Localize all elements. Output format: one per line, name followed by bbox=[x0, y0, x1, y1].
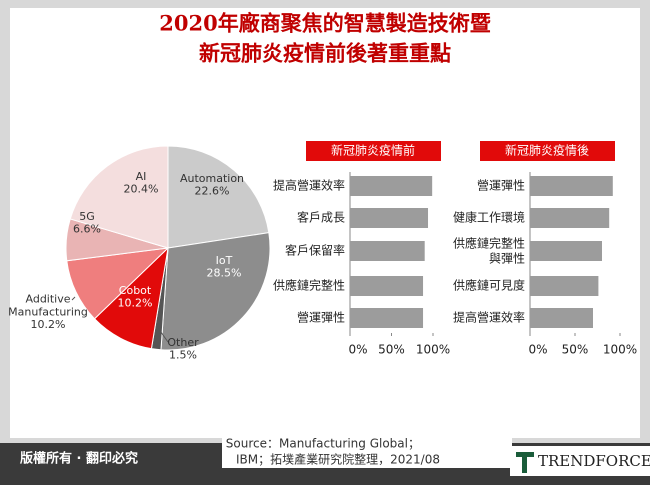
y-tick-label: 營運彈性 bbox=[297, 311, 345, 325]
bar bbox=[530, 241, 602, 261]
value-label: 6.6% bbox=[73, 223, 101, 236]
value-label: 10.2% bbox=[31, 318, 66, 331]
rights: 版權所有 · 翻印必究 bbox=[20, 451, 138, 467]
header-box bbox=[480, 141, 615, 161]
logo-box bbox=[510, 446, 650, 476]
value-label: 10.2% bbox=[118, 297, 153, 310]
title-line: 新冠肺炎疫情前後著重重點 bbox=[199, 41, 451, 66]
label-group: Cobot bbox=[119, 284, 152, 297]
bar bbox=[530, 208, 610, 228]
label-line: Manufacturing bbox=[8, 306, 88, 319]
bar bbox=[530, 308, 593, 328]
leader bbox=[71, 296, 76, 301]
y-tick-label: 提高營運效率 bbox=[273, 178, 345, 193]
bar bbox=[530, 176, 613, 196]
label-line: Cobot bbox=[119, 284, 152, 297]
chart-title: 新冠肺炎疫情後 bbox=[505, 143, 589, 158]
value-label: 20.4% bbox=[124, 183, 159, 196]
label-line: IoT bbox=[216, 254, 233, 267]
source: IBM；拓墣產業研究院整理，2021/08 bbox=[236, 452, 440, 467]
logo: TRENDFORCE bbox=[538, 452, 650, 470]
logo-icon bbox=[516, 452, 534, 473]
x-tick-label: 0% bbox=[348, 343, 367, 357]
pie-slice bbox=[69, 145, 169, 249]
bar bbox=[530, 276, 599, 296]
label-line: AI bbox=[136, 170, 147, 183]
label-group: Additive Manufacturing bbox=[8, 293, 88, 319]
pie-slice bbox=[167, 145, 270, 249]
x-tick-label: 50% bbox=[378, 343, 405, 357]
header-box bbox=[306, 141, 441, 161]
source-box bbox=[222, 436, 512, 468]
y-tick-label: 供應鏈完整性與彈性 bbox=[453, 235, 525, 265]
x-tick-label: 0% bbox=[528, 343, 547, 357]
x-tick-label: 50% bbox=[562, 343, 589, 357]
chart-title: 新冠肺炎疫情前 bbox=[331, 143, 415, 158]
source: Source：Manufacturing Global； bbox=[226, 437, 420, 451]
x-tick-label: 100% bbox=[603, 343, 637, 357]
label-line: Additive bbox=[26, 293, 71, 306]
bar bbox=[350, 276, 424, 296]
leader bbox=[157, 327, 169, 343]
y-tick-label: 營運彈性 bbox=[477, 179, 525, 193]
y-tick-label: 供應鏈可見度 bbox=[453, 278, 525, 293]
value-label: 1.5% bbox=[169, 349, 197, 362]
label-line: Automation bbox=[180, 172, 244, 185]
bar bbox=[350, 308, 424, 328]
label-group: IoT bbox=[216, 254, 233, 267]
label-line: 5G bbox=[79, 210, 95, 223]
label-line: Other bbox=[167, 336, 199, 349]
y-tick-label: 供應鏈完整性 bbox=[273, 278, 345, 293]
y-tick-label: 健康工作環境 bbox=[453, 210, 525, 225]
label-group: 5G bbox=[79, 210, 95, 223]
x-tick-label: 100% bbox=[416, 343, 450, 357]
y-tick-label: 客戶成長 bbox=[297, 210, 345, 225]
y-tick-label: 客戶保留率 bbox=[285, 243, 345, 258]
value-label: 22.6% bbox=[195, 185, 230, 198]
label-group: Automation bbox=[180, 172, 244, 185]
bar bbox=[350, 241, 425, 261]
pie-slice bbox=[160, 232, 271, 351]
label-group: Other bbox=[167, 336, 199, 349]
value-label: 28.5% bbox=[207, 267, 242, 280]
y-tick-label: 提高營運效率 bbox=[453, 310, 525, 325]
title-line: 2020年廠商聚焦的智慧製造技術暨 bbox=[159, 11, 490, 36]
bar bbox=[350, 176, 433, 196]
bar bbox=[350, 208, 429, 228]
label-group: AI bbox=[136, 170, 147, 183]
